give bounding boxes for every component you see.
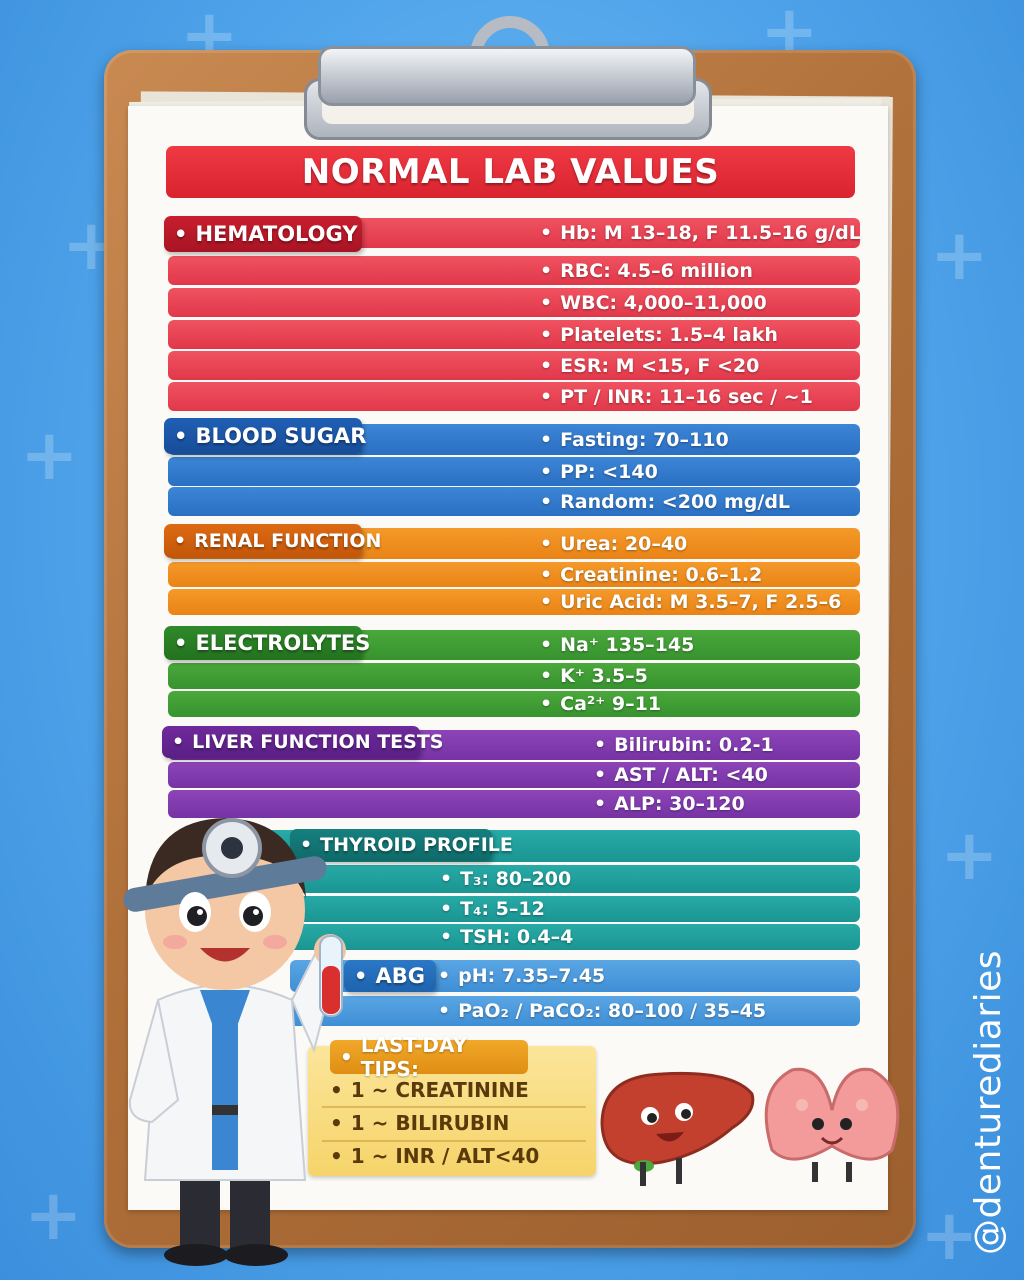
plus-icon: +	[24, 1174, 83, 1256]
tip-item: • 1 ~ CREATININE	[330, 1078, 529, 1102]
thyroid-profile-label: • THYROID PROFILE	[290, 829, 513, 861]
hematology-row: • Platelets: 1.5–4 lakh	[168, 320, 860, 349]
abg-value: PaO₂ / PaCO₂: 80–100 / 35–45	[458, 1000, 767, 1022]
hematology-row: • ESR: M <15, F <20	[168, 351, 860, 380]
renal-value: Urea: 20–40	[560, 532, 688, 555]
hematology-value: Platelets: 1.5–4 lakh	[560, 323, 778, 346]
blood-sugar-value: PP: <140	[560, 460, 658, 483]
liver-row: • ALP: 30–120	[168, 790, 860, 818]
page-title: NORMAL LAB VALUES	[166, 146, 855, 198]
abg-row: • PaO₂ / PaCO₂: 80–100 / 35–45	[290, 996, 860, 1026]
electrolytes-value: Na⁺ 135–145	[560, 634, 695, 656]
renal-value: Creatinine: 0.6–1.2	[560, 563, 763, 586]
blood-sugar-row: • Random: <200 mg/dL	[168, 487, 860, 516]
renal-row: • Uric Acid: M 3.5–7, F 2.5–6	[168, 589, 860, 615]
renal-row: • Creatinine: 0.6–1.2	[168, 562, 860, 587]
hematology-label: • HEMATOLOGY	[164, 216, 362, 252]
thyroid-value: T₄: 5–12	[460, 898, 545, 920]
hematology-value: PT / INR: 11–16 sec / ~1	[560, 385, 813, 408]
hematology-row: • RBC: 4.5–6 million	[168, 256, 860, 285]
thyroid-value: T₃: 80–200	[460, 868, 572, 890]
plus-icon: +	[940, 814, 999, 896]
tip-divider	[322, 1106, 586, 1108]
clipboard-clip	[318, 46, 696, 106]
tip-divider	[322, 1140, 586, 1142]
hematology-value: WBC: 4,000–11,000	[560, 291, 767, 314]
electrolytes-label: • ELECTROLYTES	[164, 626, 370, 660]
thyroid-row: • T₃: 80–200	[240, 865, 860, 893]
hematology-row: • PT / INR: 11–16 sec / ~1	[168, 382, 860, 411]
liver-value: AST / ALT: <40	[614, 764, 768, 786]
doctor-character	[123, 818, 346, 1266]
watermark-handle: @denturediaries	[968, 949, 1009, 1255]
electrolytes-row: • K⁺ 3.5–5	[168, 663, 860, 689]
tip-item: • 1 ~ BILIRUBIN	[330, 1111, 510, 1135]
electrolytes-value: Ca²⁺ 9–11	[560, 693, 662, 715]
hematology-value: ESR: M <15, F <20	[560, 354, 760, 377]
abg-label: • ABG	[344, 960, 436, 992]
thyroid-character	[764, 1067, 900, 1182]
abg-value: pH: 7.35–7.45	[458, 965, 606, 987]
plus-icon: +	[920, 1194, 979, 1276]
electrolytes-value: K⁺ 3.5–5	[560, 665, 648, 687]
tip-item: • 1 ~ INR / ALT<40	[330, 1144, 540, 1168]
plus-icon: +	[20, 414, 79, 496]
hematology-value: RBC: 4.5–6 million	[560, 259, 753, 282]
thyroid-row: • T₄: 5–12	[240, 896, 860, 922]
liver-row: • AST / ALT: <40	[168, 762, 860, 788]
liver-value: Bilirubin: 0.2-1	[614, 734, 774, 756]
thyroid-value: TSH: 0.4–4	[460, 926, 574, 948]
tips-title: • LAST-DAY TIPS:	[330, 1033, 528, 1081]
blood-sugar-row: • PP: <140	[168, 457, 860, 486]
electrolytes-row: • Ca²⁺ 9–11	[168, 691, 860, 717]
plus-icon: +	[930, 214, 989, 296]
liver-character	[600, 1071, 755, 1186]
blood-sugar-value: Fasting: 70–110	[560, 428, 729, 451]
liver-value: ALP: 30–120	[614, 793, 745, 815]
test-tube-icon	[319, 935, 343, 1017]
hematology-row: • WBC: 4,000–11,000	[168, 288, 860, 317]
renal-value: Uric Acid: M 3.5–7, F 2.5–6	[560, 591, 842, 613]
renal-function-label: • RENAL FUNCTION	[164, 524, 381, 558]
liver-function-label: • LIVER FUNCTION TESTS	[162, 726, 443, 758]
hematology-value: Hb: M 13–18, F 11.5–16 g/dL	[560, 222, 861, 244]
head-mirror-icon	[202, 818, 262, 878]
blood-sugar-value: Random: <200 mg/dL	[560, 490, 791, 513]
blood-sugar-label: • BLOOD SUGAR	[164, 418, 366, 454]
